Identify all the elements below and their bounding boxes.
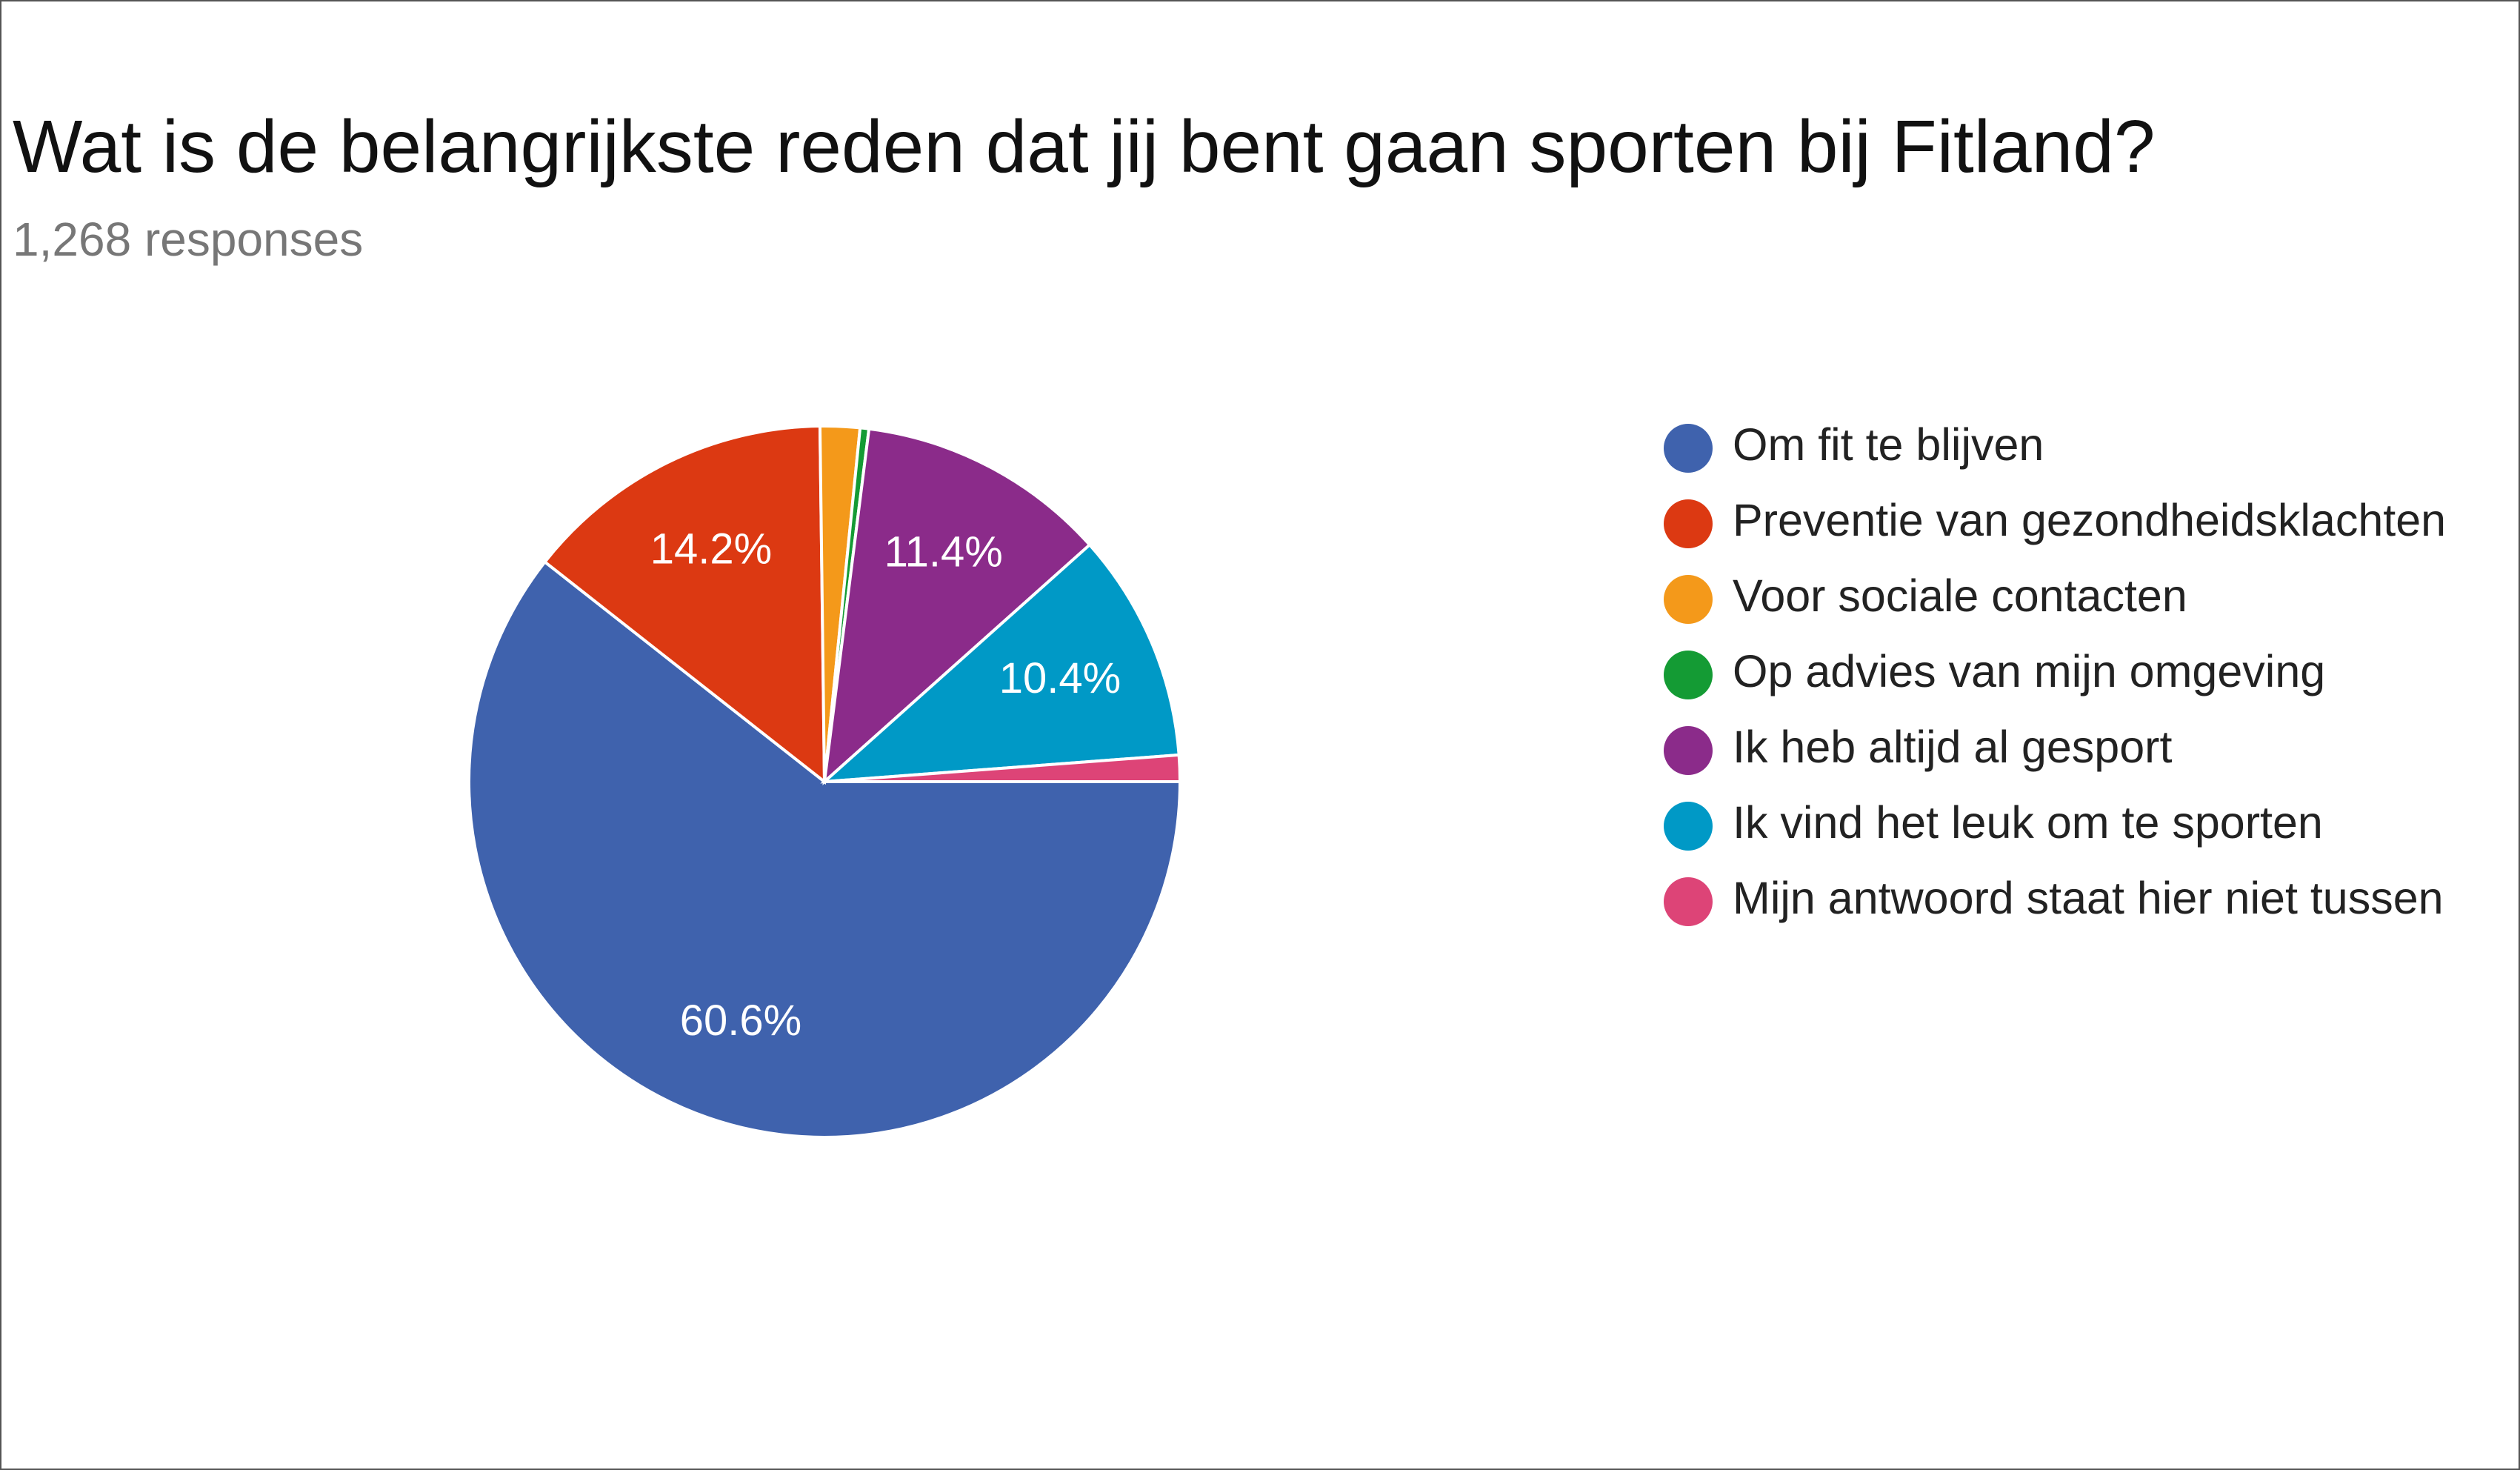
legend-swatch: [1664, 499, 1713, 548]
legend-label: Mijn antwoord staat hier niet tussen: [1733, 873, 2444, 923]
legend-swatch: [1664, 877, 1713, 926]
chart-subtitle: 1,268 responses: [13, 213, 363, 266]
legend-swatch: [1664, 575, 1713, 624]
legend-label: Preventie van gezondheidsklachten: [1733, 495, 2446, 545]
legend-swatch: [1664, 651, 1713, 699]
slice-label: 60.6%: [680, 997, 801, 1045]
legend-label: Op advies van mijn omgeving: [1733, 646, 2325, 696]
legend-swatch: [1664, 424, 1713, 473]
pie-slice: [467, 559, 1182, 1139]
pie-slice: [822, 427, 1092, 786]
legend-label: Om fit te blijven: [1733, 419, 2044, 470]
chart-title: Wat is de belangrijkste reden dat jij be…: [13, 105, 2155, 188]
pie-slice: [824, 753, 1182, 783]
legend-swatch: [1664, 802, 1713, 851]
legend-label: Ik heb altijd al gesport: [1733, 722, 2172, 772]
legend-label: Ik vind het leuk om te sporten: [1733, 797, 2323, 848]
pie-slice: [820, 542, 1181, 784]
slice-label: 11.4%: [884, 528, 1003, 576]
slice-label: 14.2%: [650, 525, 772, 573]
pie-slice: [542, 425, 827, 785]
slice-label: 10.4%: [999, 654, 1121, 702]
legend-swatch: [1664, 726, 1713, 775]
legend-label: Voor sociale contacten: [1733, 571, 2187, 621]
